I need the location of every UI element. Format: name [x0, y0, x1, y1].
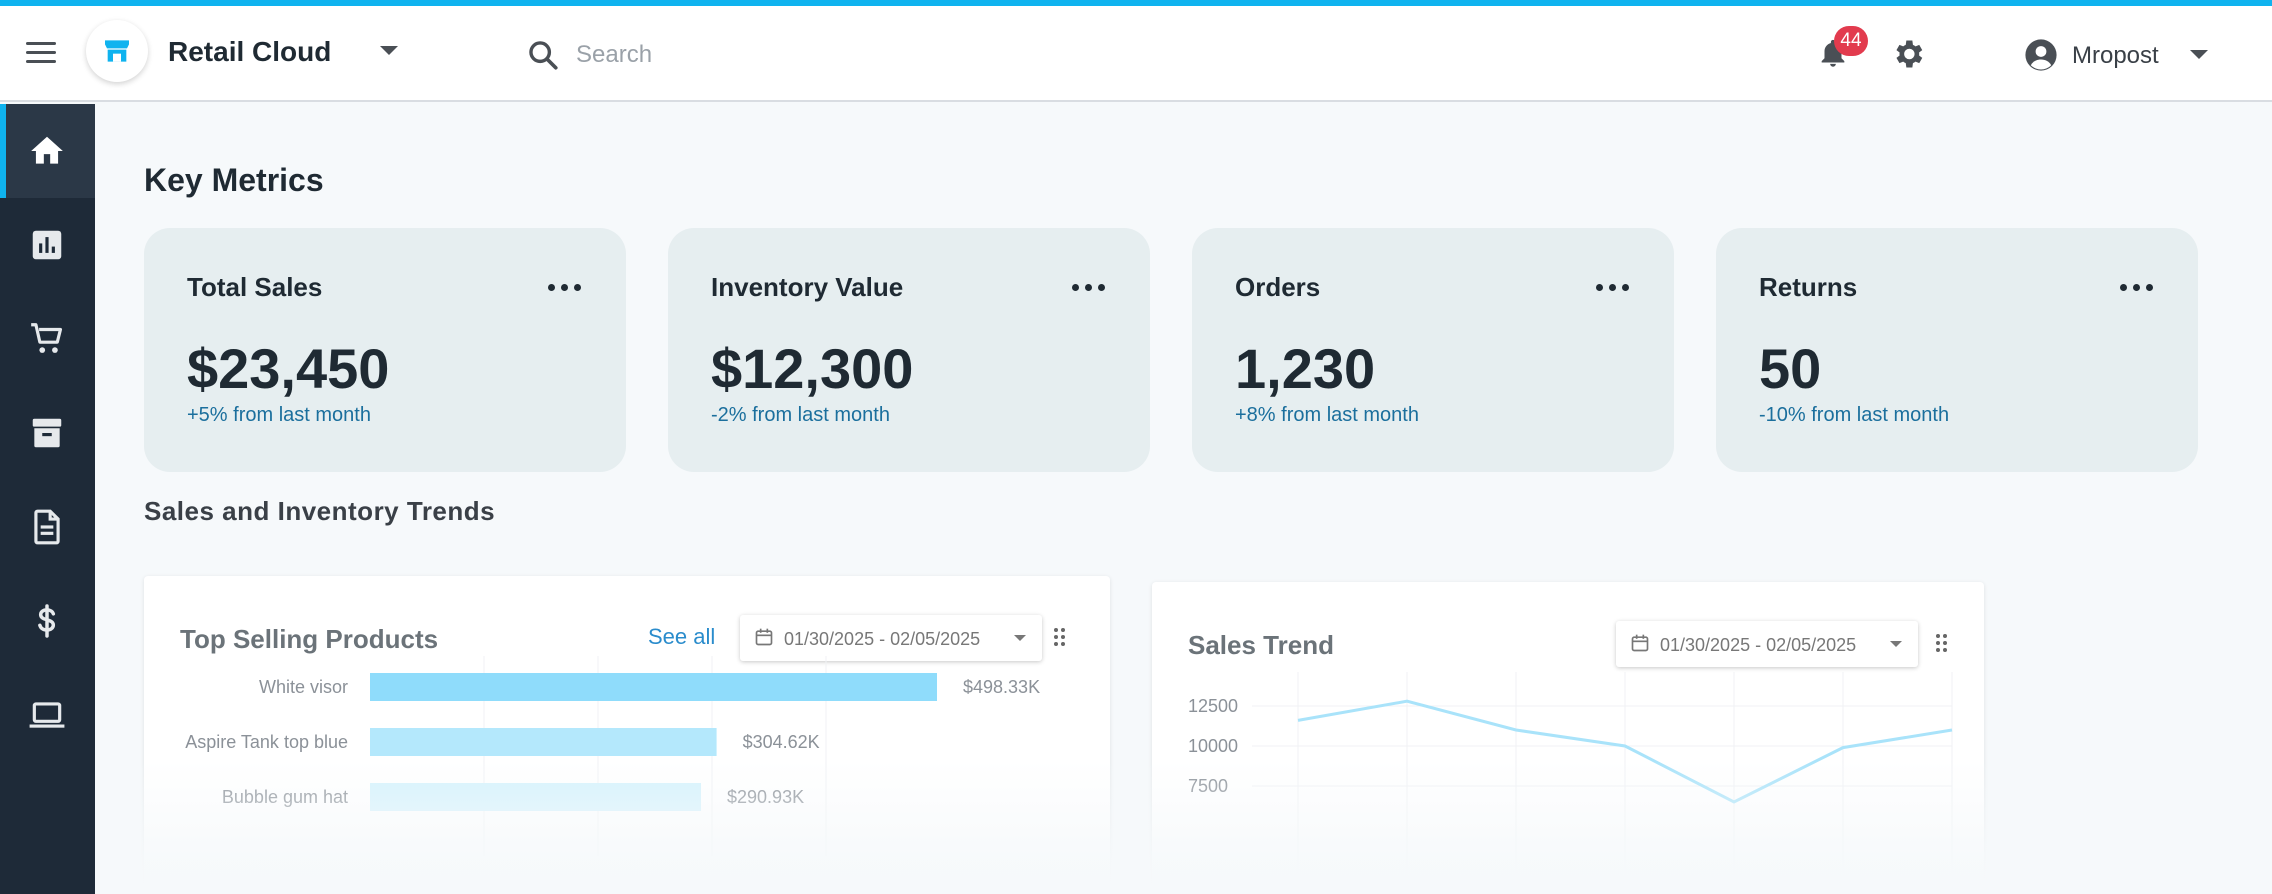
metric-card-returns: Returns 50 -10% from last month: [1716, 228, 2198, 472]
sales-trend-line-chart: 12500 10000 7500: [1188, 672, 1953, 894]
more-options-icon[interactable]: [548, 284, 582, 292]
metric-change: -2% from last month: [711, 404, 890, 426]
bar-value-label: $290.93K: [727, 787, 804, 807]
date-range-text: 01/30/2025 - 02/05/2025: [784, 629, 981, 649]
gear-icon[interactable]: [1890, 36, 1926, 72]
accent-bar: [0, 0, 2272, 6]
metric-value: $12,300: [711, 337, 914, 400]
date-range-text: 01/30/2025 - 02/05/2025: [1660, 635, 1857, 655]
user-menu-chevron-down-icon[interactable]: [2190, 50, 2208, 59]
more-options-icon[interactable]: [1072, 284, 1106, 292]
chevron-down-icon: [1890, 641, 1902, 647]
drag-handle-icon[interactable]: [1054, 628, 1066, 648]
top-products-bar-chart: White visor $498.33K Aspire Tank top blue $…: [185, 656, 1040, 856]
metric-value: $23,450: [187, 337, 390, 400]
metric-title: Inventory Value: [711, 272, 904, 302]
store-logo[interactable]: [86, 20, 148, 82]
metric-card-inventory-value: Inventory Value $12,300 -2% from last mo…: [668, 228, 1150, 472]
laptop-icon: [29, 702, 65, 728]
home-icon: [31, 136, 63, 164]
bar: [370, 728, 717, 756]
metric-change: -10% from last month: [1759, 404, 1950, 426]
panel-title: Sales Trend: [1188, 630, 1334, 660]
metric-title: Orders: [1235, 272, 1321, 302]
more-options-icon[interactable]: [2120, 284, 2154, 292]
app-switcher-chevron-down-icon[interactable]: [380, 46, 398, 55]
bar: [370, 783, 702, 811]
metric-change: +8% from last month: [1235, 404, 1419, 426]
bar-category-label: White visor: [259, 677, 348, 697]
sidebar-item-finance[interactable]: [0, 574, 95, 668]
date-range-picker[interactable]: 01/30/2025 - 02/05/2025: [1616, 621, 1918, 667]
section-heading: Sales and Inventory Trends: [144, 496, 496, 526]
search-bar[interactable]: [526, 34, 1026, 76]
archive-icon: [32, 418, 62, 448]
more-options-icon[interactable]: [1596, 284, 1630, 292]
bar-category-label: Bubble gum hat: [222, 787, 348, 807]
y-tick-label: 7500: [1188, 776, 1228, 796]
bar-value-label: $498.33K: [963, 677, 1040, 697]
bar-chart-icon: [32, 230, 62, 260]
bar-value-label: $304.62K: [743, 732, 820, 752]
sidebar-item-home[interactable]: [0, 104, 95, 198]
account-circle-icon[interactable]: [2024, 38, 2058, 72]
date-range-picker[interactable]: 01/30/2025 - 02/05/2025: [740, 615, 1042, 661]
metric-value: 50: [1759, 337, 1822, 400]
page-title: Key Metrics: [144, 162, 324, 198]
calendar-icon: [1631, 634, 1649, 652]
metric-card-total-sales: Total Sales $23,450 +5% from last month: [144, 228, 626, 472]
drag-handle-icon[interactable]: [1936, 634, 1948, 654]
sidebar-item-devices[interactable]: [0, 668, 95, 762]
search-input[interactable]: [576, 34, 1016, 76]
panel-title: Top Selling Products: [180, 624, 439, 654]
search-icon: [529, 41, 558, 70]
metric-value: 1,230: [1235, 337, 1376, 400]
sales-trend-panel: Sales Trend 01/30/2025 - 02/05/2025 1250…: [1152, 582, 1984, 894]
sidebar: [0, 104, 95, 894]
metric-title: Returns: [1759, 272, 1858, 302]
sales-series-line: [1297, 699, 1953, 804]
top-bar: Retail Cloud 44 Mropost: [0, 6, 2272, 102]
metric-change: +5% from last month: [187, 404, 371, 426]
see-all-link[interactable]: See all: [648, 624, 716, 649]
metric-title: Total Sales: [187, 272, 323, 302]
y-tick-label: 12500: [1188, 696, 1238, 716]
notification-badge: 44: [1834, 26, 1868, 56]
bar-category-label: Aspire Tank top blue: [185, 732, 348, 752]
cart-icon: [31, 323, 63, 353]
metric-card-orders: Orders 1,230 +8% from last month: [1192, 228, 1674, 472]
sidebar-item-cart[interactable]: [0, 292, 95, 386]
chevron-down-icon: [1014, 635, 1026, 641]
app-title: Retail Cloud: [168, 36, 332, 67]
sidebar-item-documents[interactable]: [0, 480, 95, 574]
menu-icon[interactable]: [26, 40, 56, 64]
bar: [370, 673, 937, 701]
dollar-icon: [38, 604, 56, 638]
y-tick-label: 10000: [1188, 736, 1238, 756]
document-icon: [34, 509, 60, 545]
store-icon: [105, 40, 129, 62]
top-products-panel: Top Selling Products See all 01/30/2025 …: [144, 576, 1110, 894]
sidebar-item-inventory[interactable]: [0, 386, 95, 480]
user-name[interactable]: Mropost: [2072, 42, 2159, 69]
sidebar-item-reports[interactable]: [0, 198, 95, 292]
calendar-icon: [755, 628, 773, 646]
